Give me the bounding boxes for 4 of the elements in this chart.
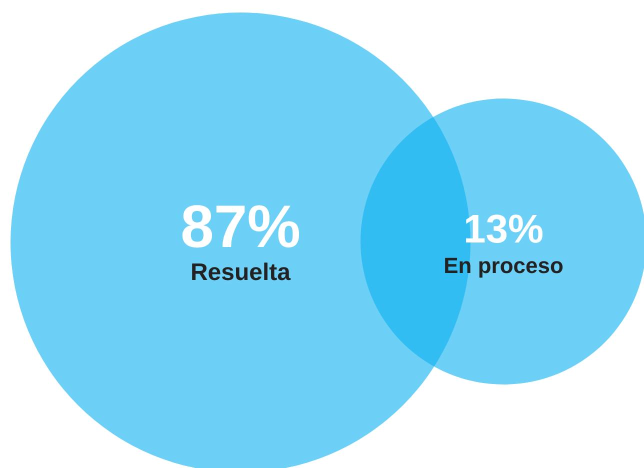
data-label: 13% [463, 208, 544, 252]
category-label: Resuelta [190, 259, 292, 286]
data-label: 87% [180, 193, 301, 260]
category-label: En proceso [444, 253, 564, 278]
